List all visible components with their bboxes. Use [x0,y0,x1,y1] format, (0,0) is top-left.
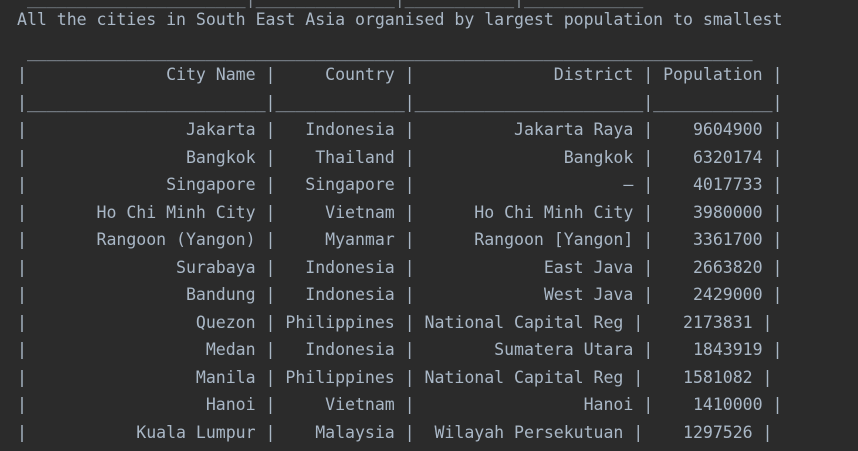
table-row: | Quezon | Philippines | National Capita… [17,313,773,332]
table-row: | Manila | Philippines | National Capita… [17,368,773,387]
table-row: | Rangoon (Yangon) | Myanmar | Rangoon [… [17,230,783,249]
output-heading: All the cities in South East Asia organi… [17,10,783,29]
table-top-border: ________________________________________… [17,42,753,61]
table-header-row: | City Name | Country | District | Popul… [17,65,783,84]
table-row: | Hanoi | Vietnam | Hanoi | 1410000 | [17,395,783,414]
table-row: | Ho Chi Minh City | Vietnam | Ho Chi Mi… [17,203,783,222]
table-header-separator: |________________________|_____________|… [17,93,783,112]
table-row: | Singapore | Singapore | – | 4017733 | [17,175,783,194]
previous-output-line: ______________________|______________|__… [17,0,643,9]
table-row: | Kuala Lumpur | Malaysia | Wilayah Pers… [17,423,773,442]
table-row: | Jakarta | Indonesia | Jakarta Raya | 9… [17,120,783,139]
table-row: | Medan | Indonesia | Sumatera Utara | 1… [17,340,783,359]
table-row: | Bandung | Indonesia | West Java | 2429… [17,285,783,304]
table-row: | Surabaya | Indonesia | East Java | 266… [17,258,783,277]
table-row: | Bangkok | Thailand | Bangkok | 6320174… [17,148,783,167]
